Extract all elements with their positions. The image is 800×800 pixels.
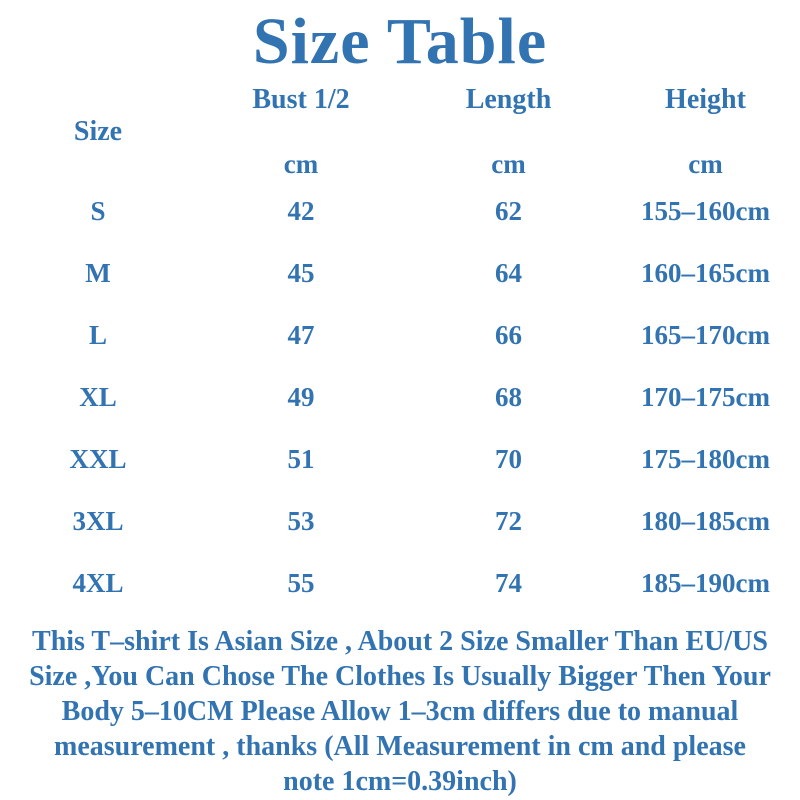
bust-cell: 55	[287, 567, 315, 598]
length-cell: 74	[495, 567, 522, 598]
sizing-note-line: Body 5–10CM Please Allow 1–3cm differs d…	[61, 696, 739, 727]
size-table: Bust 1/2 Length Height Size cm cm cm S 4…	[0, 84, 800, 614]
bust-cell: 53	[287, 505, 315, 536]
bust-cell: 49	[287, 381, 315, 412]
column-header-height: Height	[665, 84, 746, 115]
column-header-bust: Bust 1/2	[252, 84, 350, 115]
height-cell: 175–180cm	[641, 443, 770, 474]
page-title: Size Table	[252, 5, 548, 78]
spacer	[611, 116, 800, 148]
height-cell: 170–175cm	[641, 381, 770, 412]
spacer	[0, 148, 196, 180]
length-cell: 62	[495, 195, 522, 226]
length-cell: 72	[495, 505, 522, 536]
column-header-length: Length	[465, 84, 552, 115]
height-cell: 180–185cm	[641, 505, 770, 536]
bust-cell: 42	[287, 195, 315, 226]
corner-spacer	[0, 84, 196, 116]
height-cell: 185–190cm	[641, 567, 770, 598]
bust-cell: 51	[287, 443, 315, 474]
length-cell: 64	[495, 257, 522, 288]
height-cell: 165–170cm	[641, 319, 770, 350]
spacer	[196, 116, 406, 148]
bust-cell: 45	[287, 257, 315, 288]
sizing-note-line: measurement , thanks (All Measurement in…	[54, 731, 746, 762]
size-cell: XL	[79, 381, 117, 412]
sizing-note-line: Size ,You Can Chose The Clothes Is Usual…	[29, 661, 771, 692]
size-cell: XXL	[69, 443, 127, 474]
size-cell: S	[90, 195, 106, 226]
bust-cell: 47	[287, 319, 315, 350]
sizing-note-line: note 1cm=0.39inch)	[283, 766, 517, 797]
unit-label-height: cm	[688, 148, 723, 179]
size-cell: 4XL	[72, 567, 124, 598]
height-cell: 155–160cm	[641, 195, 770, 226]
unit-label-bust: cm	[283, 148, 319, 179]
size-cell: L	[88, 319, 107, 350]
size-cell: M	[85, 257, 111, 288]
unit-label-length: cm	[491, 148, 526, 179]
height-cell: 160–165cm	[641, 257, 770, 288]
length-cell: 66	[495, 319, 522, 350]
corner-header-size: Size	[73, 116, 123, 147]
sizing-note: This T–shirt Is Asian Size , About 2 Siz…	[0, 624, 800, 799]
sizing-note-line: This T–shirt Is Asian Size , About 2 Siz…	[32, 626, 768, 657]
length-cell: 68	[495, 381, 522, 412]
size-cell: 3XL	[72, 505, 124, 536]
spacer	[406, 116, 611, 148]
length-cell: 70	[495, 443, 522, 474]
